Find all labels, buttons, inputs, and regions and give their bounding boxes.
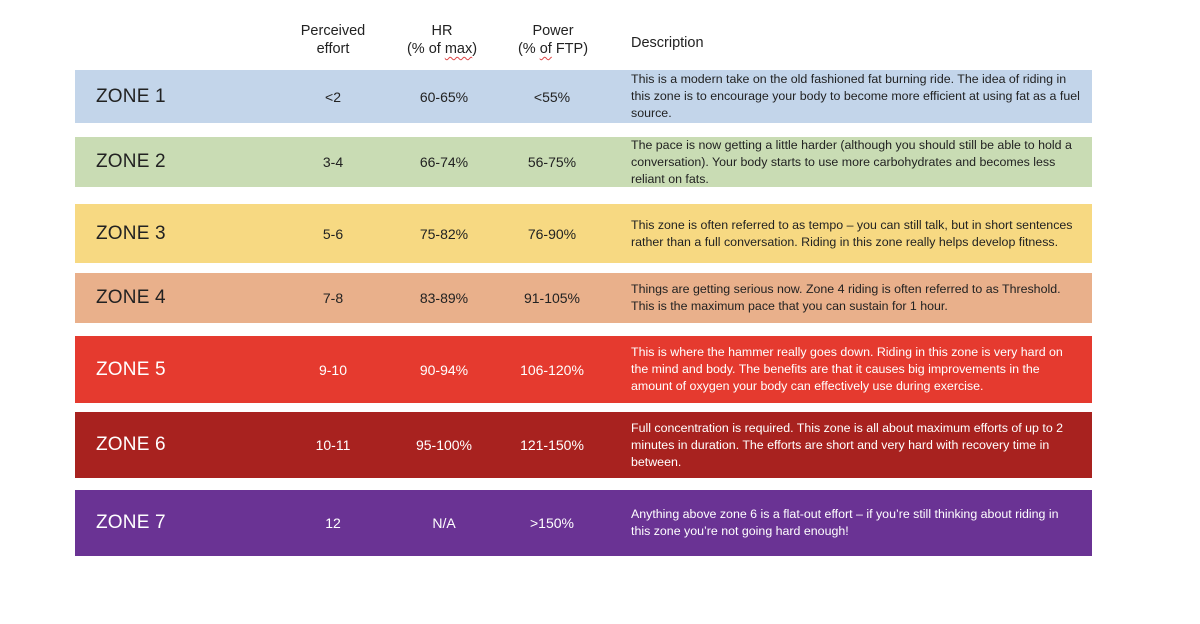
zone-name: ZONE 2 [96,151,166,172]
power-value: 56-75% [527,154,577,170]
zone-name: ZONE 3 [96,222,166,244]
header-power-pre: (% [517,41,540,57]
hr-value: 66-74% [419,154,469,170]
zone-name: ZONE 7 [96,512,166,533]
header-hr-post: ) [472,41,478,57]
hr-value: N/A [432,515,456,531]
power-value: >150% [530,515,574,531]
header-hr-pre: (% of [406,41,445,57]
power-value: 76-90% [527,225,577,242]
zone-name: ZONE 1 [96,85,166,107]
perceived-effort-value: 5-6 [322,225,344,242]
perceived-effort-value: 10-11 [315,437,351,453]
zone-name: ZONE 4 [96,287,166,308]
hr-value: 83-89% [419,290,469,306]
power-value: 106-120% [520,361,584,378]
zone-description: Anything above zone 6 is a flat-out effo… [631,507,1059,538]
zone-row: ZONE 5 9-10 90-94% 106-120% This is where th… [75,336,1092,403]
column-header-effort: Perceived effort [287,22,379,58]
zone-name: ZONE 5 [96,358,166,380]
header-hr-line1: HR [431,23,453,39]
header-power-post: FTP) [551,41,589,57]
header-hr-spellcheck: max [444,41,473,57]
zone-row: ZONE 2 3-4 66-74% 56-75% The pace is now get… [75,137,1092,187]
zone-description: Full concentration is required. This zon… [631,420,1064,469]
header-effort-line2: effort [316,41,350,57]
hr-value: 95-100% [415,437,473,453]
header-power-spellcheck: of [539,41,552,57]
zone-row: ZONE 6 10-11 95-100% 121-150% Full concentra… [75,412,1092,478]
zone-name: ZONE 6 [96,434,166,455]
perceived-effort-value: 3-4 [322,154,344,170]
power-value: <55% [533,88,571,105]
hr-value: 60-65% [419,88,469,105]
header-hr-line2: (% of max) [396,40,488,58]
zone-row: ZONE 3 5-6 75-82% 76-90% This zone is often … [75,204,1092,263]
header-effort-line1: Perceived [300,23,366,39]
zone-description: Things are getting serious now. Zone 4 r… [631,282,1061,313]
zone-row: ZONE 1 <2 60-65% <55% This is a modern take … [75,70,1092,123]
zone-description: This is a modern take on the old fashion… [631,72,1080,120]
zone-description: This zone is often referred to as tempo … [631,217,1073,249]
perceived-effort-value: <2 [325,88,341,105]
zone-description: This is where the hammer really goes dow… [631,345,1063,393]
column-header-description: Description [631,35,704,51]
perceived-effort-value: 9-10 [318,361,348,378]
column-header-hr: HR (% of max) [396,22,488,58]
perceived-effort-value: 12 [325,515,341,531]
zone-description: The pace is now getting a little harder … [631,137,1072,186]
column-header-power: Power (% of FTP) [507,22,599,58]
zone-row: ZONE 4 7-8 83-89% 91-105% Things are getting… [75,273,1092,323]
header-power-line1: Power [532,23,574,39]
power-value: 121-150% [520,437,584,453]
power-value: 91-105% [523,290,581,306]
header-power-line2: (% of FTP) [507,40,599,58]
zone-row: ZONE 7 12 N/A >150% Anything above zone 6 is… [75,490,1092,556]
hr-value: 90-94% [419,361,469,378]
perceived-effort-value: 7-8 [322,290,344,306]
hr-value: 75-82% [419,225,469,242]
